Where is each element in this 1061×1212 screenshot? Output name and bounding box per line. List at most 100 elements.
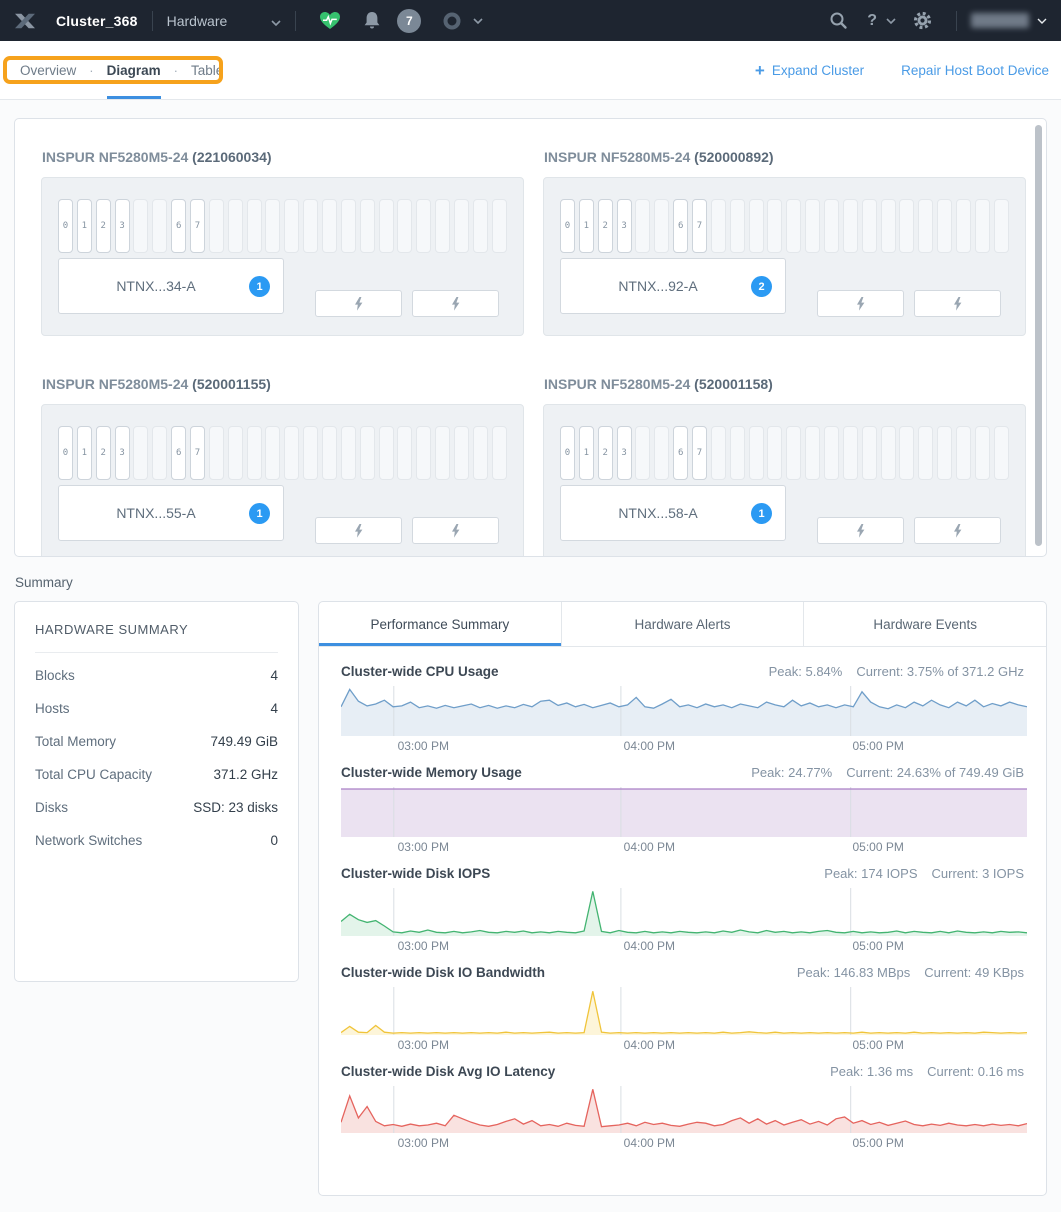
disk-slot-3[interactable]: 3 [616, 199, 632, 253]
disk-slot-3[interactable]: 3 [616, 426, 632, 480]
disk-slot-3[interactable]: 3 [114, 426, 130, 480]
chart-header: Cluster-wide Memory Usage Peak: 24.77% Cur… [341, 765, 1024, 780]
divider [151, 10, 153, 31]
chevron-down-icon[interactable] [886, 17, 896, 24]
psu-unit[interactable] [412, 290, 499, 317]
disk-slot-empty [227, 199, 243, 253]
disk-slot-empty [767, 426, 783, 480]
disk-slot-1[interactable]: 1 [76, 199, 92, 253]
disk-slot-2[interactable]: 2 [597, 199, 613, 253]
x-tick-label: 05:00 PM [852, 1136, 904, 1150]
disk-slot-6[interactable]: 6 [673, 199, 689, 253]
search-icon[interactable] [829, 11, 848, 30]
disk-slot-empty [378, 426, 394, 480]
host-button[interactable]: NTNX...55-A 1 [58, 485, 284, 541]
psu-unit[interactable] [817, 290, 904, 317]
expand-cluster-button[interactable]: + Expand Cluster [755, 62, 864, 79]
host-button[interactable]: NTNX...58-A 1 [560, 485, 786, 541]
chart-x-axis: 03:00 PM 04:00 PM 05:00 PM [341, 1035, 1024, 1055]
disk-slot-7[interactable]: 7 [190, 199, 206, 253]
host-button[interactable]: NTNX...34-A 1 [58, 258, 284, 314]
summary-row-label: Blocks [35, 668, 75, 683]
x-tick-label: 05:00 PM [852, 1038, 904, 1052]
summary-row-label: Network Switches [35, 833, 143, 848]
disk-slot-2[interactable]: 2 [597, 426, 613, 480]
disk-slot-0[interactable]: 0 [58, 426, 73, 480]
nutanix-logo-icon[interactable] [14, 11, 36, 31]
repair-label: Repair Host Boot Device [901, 62, 1049, 78]
disk-slot-empty [340, 426, 356, 480]
view-tab-table[interactable]: Table [190, 62, 224, 78]
disk-slot-1[interactable]: 1 [578, 426, 594, 480]
block-title: INSPUR NF5280M5-24 (520001158) [544, 376, 1026, 392]
task-count-badge[interactable]: 7 [397, 8, 422, 33]
help-icon[interactable]: ? [867, 11, 877, 29]
disk-slot-empty [956, 199, 972, 253]
disk-slot-3[interactable]: 3 [114, 199, 130, 253]
disk-slot-6[interactable]: 6 [673, 426, 689, 480]
psu-unit[interactable] [817, 517, 904, 544]
x-tick-label: 05:00 PM [852, 840, 904, 854]
disk-slot-empty [303, 199, 319, 253]
chevron-down-icon[interactable] [1037, 18, 1047, 24]
chart-cluster-wide-disk-avg-io-latency: Cluster-wide Disk Avg IO Latency Peak: 1.… [341, 1064, 1027, 1153]
disk-slot-0[interactable]: 0 [560, 199, 575, 253]
tab-hardware-alerts[interactable]: Hardware Alerts [560, 602, 804, 646]
block-title: INSPUR NF5280M5-24 (520001155) [42, 376, 524, 392]
view-tab-diagram[interactable]: Diagram [107, 41, 161, 99]
tab-hardware-events[interactable]: Hardware Events [803, 602, 1046, 646]
repair-host-boot-device-button[interactable]: Repair Host Boot Device [901, 63, 1049, 78]
disk-slot-7[interactable]: 7 [692, 199, 708, 253]
disk-slot-0[interactable]: 0 [58, 199, 73, 253]
disk-slot-empty [710, 199, 726, 253]
host-label: NTNX...34-A [116, 278, 196, 294]
settings-gear-icon[interactable] [912, 10, 933, 31]
psu-unit[interactable] [914, 290, 1001, 317]
psu-unit[interactable] [412, 517, 499, 544]
user-menu-redacted[interactable] [971, 13, 1029, 28]
disk-slot-7[interactable]: 7 [692, 426, 708, 480]
chart-sparkline [341, 1086, 1027, 1133]
main-content: INSPUR NF5280M5-24 (221060034) 0 1 2 3 6 7 NTNX… [0, 118, 1061, 1196]
alerts-bell-icon[interactable] [363, 11, 381, 30]
chart-header: Cluster-wide Disk IO Bandwidth Peak: 146.… [341, 965, 1024, 980]
current-value: Current: 0.16 ms [927, 1064, 1024, 1079]
tab-performance-summary[interactable]: Performance Summary [319, 602, 561, 646]
psu-unit[interactable] [315, 517, 402, 544]
chart-cluster-wide-disk-iops: Cluster-wide Disk IOPS Peak: 174 IOPS Curr… [341, 866, 1027, 956]
x-tick-label: 03:00 PM [397, 1136, 449, 1150]
disk-slot-empty [435, 426, 451, 480]
disk-slot-1[interactable]: 1 [76, 426, 92, 480]
progress-ring-icon[interactable] [442, 11, 462, 31]
summary-row: Blocks 4 [35, 659, 278, 692]
disk-slot-7[interactable]: 7 [190, 426, 206, 480]
disk-slot-6[interactable]: 6 [171, 199, 187, 253]
disk-slot-0[interactable]: 0 [560, 426, 575, 480]
chart-header: Cluster-wide CPU Usage Peak: 5.84% Current… [341, 664, 1024, 679]
chevron-down-icon[interactable] [473, 17, 483, 24]
disk-slot-empty [359, 426, 375, 480]
psu-unit[interactable] [914, 517, 1001, 544]
disk-slot-2[interactable]: 2 [95, 426, 111, 480]
block-serial-label: (221060034) [192, 149, 272, 165]
block-chassis: 0 1 2 3 6 7 NTNX...55-A 1 [41, 404, 524, 556]
psu-unit[interactable] [315, 290, 402, 317]
health-heart-icon[interactable] [319, 11, 341, 30]
cluster-name[interactable]: Cluster_368 [56, 12, 138, 29]
peak-value: Peak: 5.84% [768, 664, 843, 679]
disk-slot-empty [359, 199, 375, 253]
disk-slot-empty [322, 199, 338, 253]
host-button[interactable]: NTNX...92-A 2 [560, 258, 786, 314]
disk-slot-2[interactable]: 2 [95, 199, 111, 253]
disk-slot-6[interactable]: 6 [171, 426, 187, 480]
x-tick-label: 04:00 PM [623, 1038, 676, 1052]
view-tab-overview[interactable]: Overview [20, 62, 77, 78]
current-value: Current: 3.75% of 371.2 GHz [856, 664, 1024, 679]
diagram-scrollbar[interactable] [1035, 125, 1042, 546]
chart-title: Cluster-wide Disk Avg IO Latency [341, 1064, 556, 1079]
hardware-summary-panel: HARDWARE SUMMARY Blocks 4 Hosts 4 Total Memo… [14, 601, 299, 982]
disk-slot-1[interactable]: 1 [578, 199, 594, 253]
chart-peak-current: Peak: 146.83 MBps Current: 49 KBps [797, 965, 1024, 980]
hardware-menu[interactable]: Hardware [167, 13, 282, 29]
